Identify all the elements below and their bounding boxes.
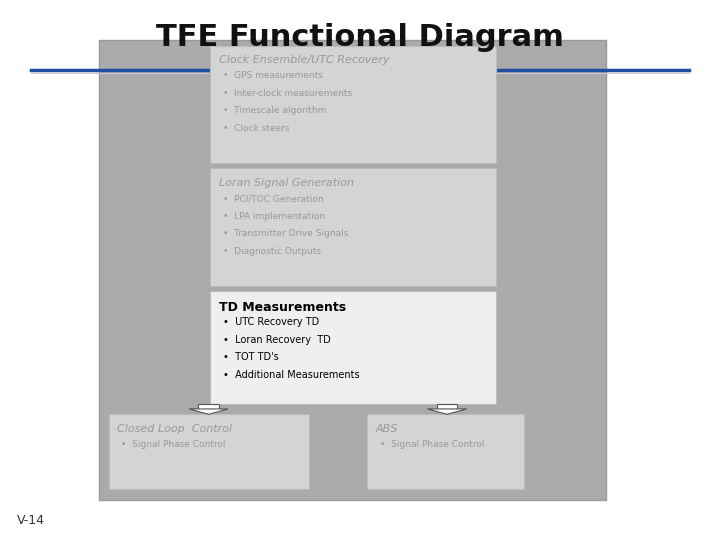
Text: Loran Signal Generation: Loran Signal Generation [219, 178, 354, 188]
Text: •  Timescale algorithm: • Timescale algorithm [222, 106, 326, 116]
Text: TFE Functional Diagram: TFE Functional Diagram [156, 23, 564, 52]
Text: •  GPS measurements: • GPS measurements [222, 71, 323, 80]
Bar [210, 292, 496, 403]
Text: •  UTC Recovery TD: • UTC Recovery TD [222, 317, 319, 327]
Text: •  Inter-clock measurements: • Inter-clock measurements [222, 89, 352, 98]
Text: •  Loran Recovery  TD: • Loran Recovery TD [222, 335, 330, 345]
Polygon shape [428, 409, 467, 414]
Bar [109, 414, 309, 489]
Text: V-14: V-14 [17, 514, 45, 526]
Text: •  Signal Phase Control: • Signal Phase Control [380, 440, 485, 449]
Bar [210, 45, 496, 163]
Bar [367, 414, 524, 489]
Text: •  Signal Phase Control: • Signal Phase Control [122, 440, 226, 449]
Text: Clock Ensemble/UTC Recovery: Clock Ensemble/UTC Recovery [219, 55, 389, 65]
Bar [198, 403, 219, 409]
Text: •  LPA implementation: • LPA implementation [222, 212, 325, 221]
Text: •  TOT TD's: • TOT TD's [222, 352, 279, 362]
Text: •  Diagnostic Outputs: • Diagnostic Outputs [222, 247, 321, 256]
Text: TD Measurements: TD Measurements [219, 301, 346, 314]
Text: •  PCI/TOC Generation: • PCI/TOC Generation [222, 194, 323, 203]
Bar [99, 40, 606, 500]
Text: •  Transmitter Drive Signals: • Transmitter Drive Signals [222, 230, 348, 238]
Text: ABS: ABS [376, 424, 398, 434]
Text: •  Additional Measurements: • Additional Measurements [222, 370, 359, 380]
Polygon shape [189, 409, 228, 414]
Text: Closed Loop  Control: Closed Loop Control [117, 424, 233, 434]
Bar [210, 168, 496, 286]
Text: •  Clock steers: • Clock steers [222, 124, 289, 133]
Bar [437, 403, 457, 409]
